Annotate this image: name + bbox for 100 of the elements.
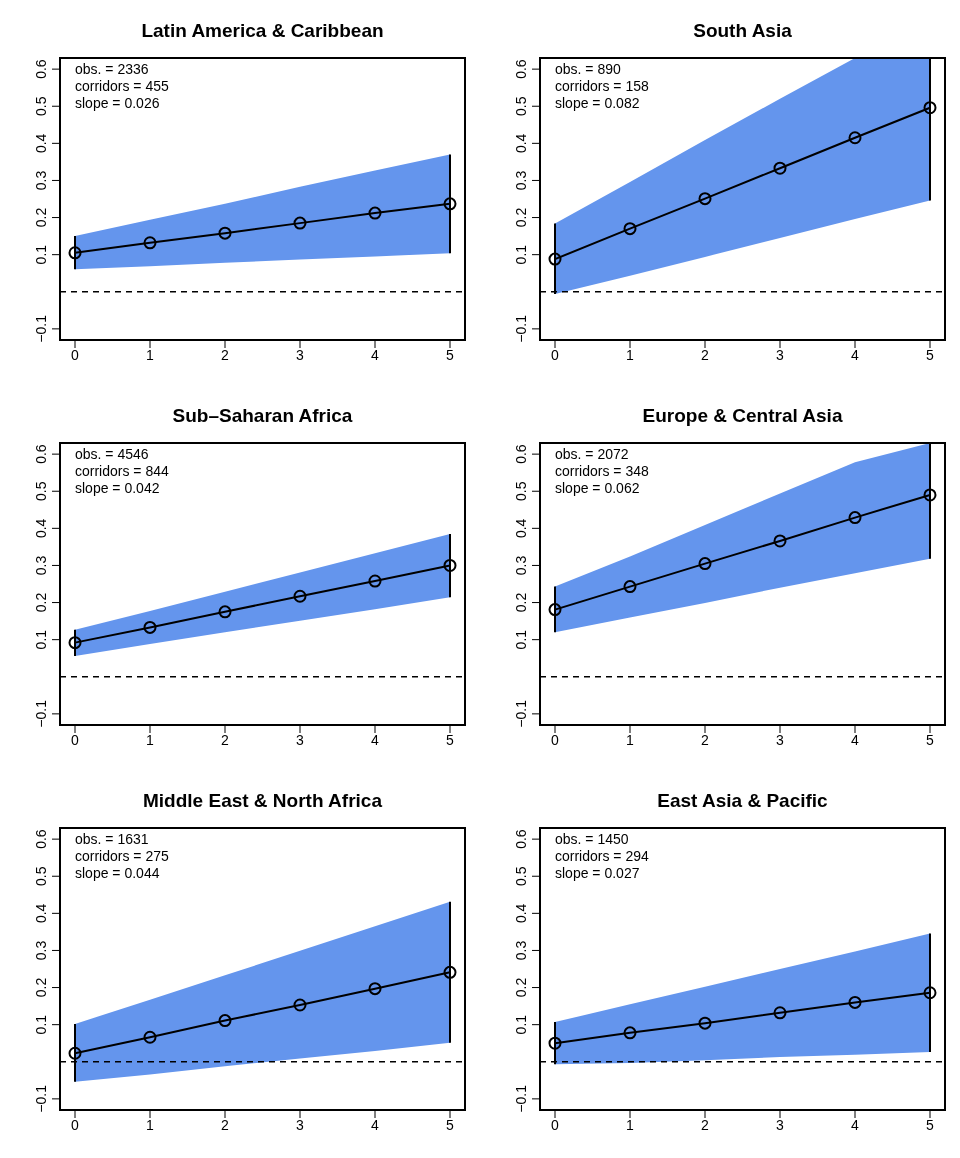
point <box>773 1006 787 1020</box>
point <box>293 216 307 230</box>
y-tick-label: 0.1 <box>513 1014 529 1035</box>
point <box>773 534 787 548</box>
point <box>548 252 562 266</box>
y-tick-label: 0.2 <box>33 207 49 228</box>
y-tick-label: 0.1 <box>513 244 529 265</box>
x-tick-label: 0 <box>551 731 560 748</box>
x-tick-label: 0 <box>551 1116 560 1133</box>
x-tick-label: 2 <box>221 731 230 748</box>
point <box>548 1036 562 1050</box>
y-tick-label: 0.5 <box>33 96 49 116</box>
annotation: slope = 0.026 <box>75 95 160 111</box>
chart-title: Sub–Saharan Africa <box>171 405 354 427</box>
y-tick-label: 0.1 <box>33 244 49 265</box>
annotation: obs. = 890 <box>555 61 621 77</box>
y-tick-label: 0.1 <box>513 629 529 650</box>
x-tick-label: 2 <box>221 346 230 363</box>
point <box>143 620 157 634</box>
y-tick-label: 0.4 <box>513 518 529 539</box>
x-tick-label: 2 <box>701 346 710 363</box>
annotation: slope = 0.082 <box>555 95 640 111</box>
point <box>68 1046 82 1060</box>
x-tick-label: 1 <box>146 1116 155 1133</box>
annotation: corridors = 294 <box>555 848 649 864</box>
y-tick-label: 0.4 <box>33 903 49 924</box>
point <box>368 574 382 588</box>
annotation: corridors = 844 <box>75 463 169 479</box>
annotation: slope = 0.062 <box>555 480 640 496</box>
annotation: obs. = 1631 <box>75 831 149 847</box>
annotation: obs. = 2072 <box>555 446 629 462</box>
y-tick-label: 0.3 <box>33 940 49 961</box>
x-tick-label: 1 <box>626 731 635 748</box>
y-tick-label: −0.1 <box>513 699 529 728</box>
point <box>218 1014 232 1028</box>
y-tick-label: −0.1 <box>513 314 529 343</box>
y-tick-label: 0.5 <box>513 481 529 501</box>
x-tick-label: 5 <box>926 731 935 748</box>
y-tick-label: 0.4 <box>33 518 49 539</box>
x-tick-label: 2 <box>701 731 710 748</box>
y-tick-label: 0.6 <box>513 444 529 464</box>
point <box>68 636 82 650</box>
y-tick-label: 0.2 <box>513 977 529 998</box>
annotation: slope = 0.044 <box>75 865 160 881</box>
point <box>368 206 382 220</box>
point <box>143 1030 157 1044</box>
x-tick-label: 2 <box>221 1116 230 1133</box>
x-tick-label: 0 <box>551 346 560 363</box>
annotation: obs. = 2336 <box>75 61 149 77</box>
y-tick-label: 0.3 <box>513 170 529 191</box>
point <box>368 982 382 996</box>
point <box>293 589 307 603</box>
annotation: obs. = 4546 <box>75 446 149 462</box>
x-tick-label: 0 <box>71 1116 80 1133</box>
x-tick-label: 3 <box>296 346 305 363</box>
y-tick-label: 0.4 <box>33 133 49 154</box>
y-tick-label: −0.1 <box>513 1084 529 1113</box>
x-tick-label: 5 <box>446 731 455 748</box>
point <box>218 605 232 619</box>
y-tick-label: −0.1 <box>33 699 49 728</box>
x-tick-label: 5 <box>926 1116 935 1133</box>
chart-title: South Asia <box>692 20 793 42</box>
x-tick-label: 4 <box>851 731 860 748</box>
point <box>923 986 937 1000</box>
y-tick-label: 0.5 <box>513 96 529 116</box>
x-tick-label: 3 <box>776 1116 785 1133</box>
y-tick-label: 0.2 <box>33 592 49 613</box>
y-tick-label: −0.1 <box>33 314 49 343</box>
x-tick-label: 2 <box>701 1116 710 1133</box>
x-tick-label: 1 <box>626 1116 635 1133</box>
annotation: corridors = 455 <box>75 78 169 94</box>
point <box>773 161 787 175</box>
x-tick-label: 3 <box>776 731 785 748</box>
point <box>623 1026 637 1040</box>
x-tick-label: 0 <box>71 346 80 363</box>
point <box>443 197 457 211</box>
point <box>923 101 937 115</box>
point <box>698 557 712 571</box>
point <box>293 998 307 1012</box>
x-tick-label: 5 <box>446 346 455 363</box>
y-tick-label: 0.3 <box>513 940 529 961</box>
y-tick-label: 0.2 <box>513 207 529 228</box>
point <box>623 580 637 594</box>
annotation: corridors = 158 <box>555 78 649 94</box>
chart-title: East Asia & Pacific <box>656 790 829 812</box>
y-tick-label: 0.6 <box>33 444 49 464</box>
x-tick-label: 1 <box>146 346 155 363</box>
point <box>143 236 157 250</box>
y-tick-label: 0.6 <box>33 829 49 849</box>
point <box>848 511 862 525</box>
point <box>68 246 82 260</box>
point <box>548 603 562 617</box>
x-tick-label: 5 <box>446 1116 455 1133</box>
chart-title: Middle East & North Africa <box>142 790 383 812</box>
y-tick-label: 0.5 <box>513 866 529 886</box>
x-tick-label: 3 <box>296 731 305 748</box>
point <box>848 995 862 1009</box>
y-tick-label: 0.6 <box>33 59 49 79</box>
y-tick-label: 0.3 <box>513 555 529 576</box>
y-tick-label: 0.2 <box>513 592 529 613</box>
